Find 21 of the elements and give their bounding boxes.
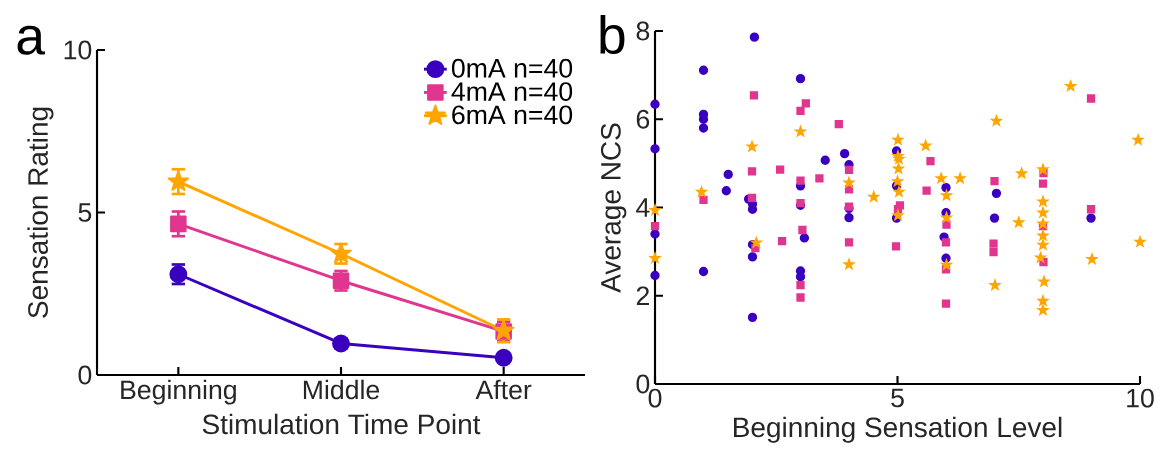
x-axis-title: Stimulation Time Point [202, 413, 481, 435]
x-axis-title: Beginning Sensation Level [734, 416, 1062, 443]
x-tick-label: Beginning [121, 379, 236, 405]
y-axis-title: Sensation Rating [27, 107, 54, 318]
y-tick-label: 4 [636, 198, 650, 217]
y-tick-label: 5 [78, 203, 92, 222]
text: b [600, 14, 625, 55]
y-tick-label: 2 [636, 286, 649, 306]
x-tick-label: Middle [303, 379, 380, 400]
x-tick-label: 5 [891, 388, 904, 408]
y-tick-label: 10 [64, 40, 92, 60]
legend-label: 4mA n=40 [451, 82, 573, 101]
y-tick-label: 6 [636, 109, 650, 129]
y-tick-label: 8 [636, 21, 650, 41]
x-tick-label: After [475, 379, 532, 400]
legend-label: 0mA n=40 [451, 58, 573, 78]
x-tick-label: 10 [1127, 388, 1154, 408]
y-tick-label: 0 [78, 365, 92, 385]
legend-label: 6mA n=40 [452, 105, 573, 125]
y-axis-title: Average NCS [600, 123, 627, 293]
text: a [17, 25, 45, 55]
